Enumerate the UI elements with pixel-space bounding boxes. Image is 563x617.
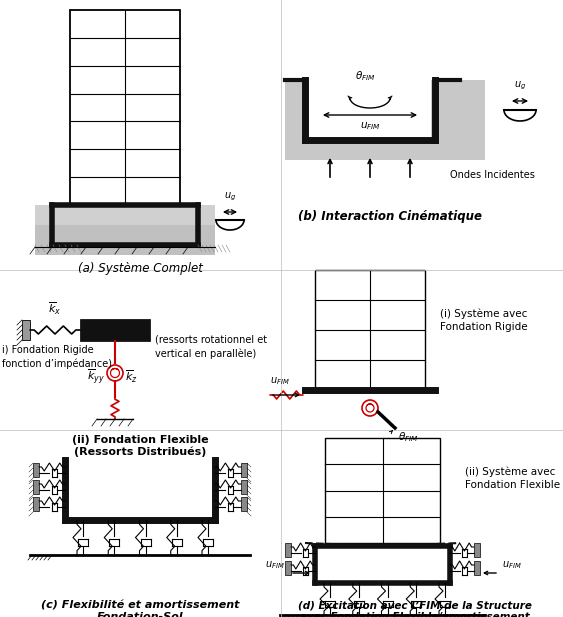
- Bar: [80, 319, 150, 341]
- Text: $\overline{k}_z$: $\overline{k}_z$: [125, 369, 138, 385]
- Text: (ressorts rotationnel et
vertical en parallèle): (ressorts rotationnel et vertical en par…: [155, 335, 267, 359]
- Bar: [285, 80, 485, 160]
- Bar: [285, 543, 291, 557]
- Bar: [33, 497, 39, 511]
- Bar: [474, 543, 480, 557]
- Text: $u_g$: $u_g$: [224, 191, 236, 203]
- Bar: [285, 561, 291, 575]
- Text: (a) Système Complet: (a) Système Complet: [78, 262, 203, 275]
- Text: $u_{FIM}$: $u_{FIM}$: [265, 559, 285, 571]
- Bar: [22, 320, 30, 340]
- Bar: [33, 480, 39, 494]
- Text: (d) Excitation avec L’FIM de la Structure
avec Fondation Flexible/amortissement: (d) Excitation avec L’FIM de la Structur…: [298, 600, 532, 617]
- Text: $u_{FIM}$: $u_{FIM}$: [270, 375, 290, 387]
- Bar: [474, 561, 480, 575]
- Bar: [241, 463, 247, 477]
- Bar: [33, 463, 39, 477]
- Text: (b) Interaction Cinématique: (b) Interaction Cinématique: [298, 210, 482, 223]
- Bar: [35, 225, 215, 255]
- Text: $u_g$: $u_g$: [514, 80, 526, 92]
- Bar: [241, 480, 247, 494]
- Text: i) Fondation Rigide
fonction d’impédance): i) Fondation Rigide fonction d’impédance…: [2, 345, 112, 369]
- Text: (c) Flexibilité et amortissement
Fondation-Sol: (c) Flexibilité et amortissement Fondati…: [41, 600, 239, 617]
- Text: Ondes Incidentes: Ondes Incidentes: [450, 170, 535, 180]
- Text: $\theta_{FIM}$: $\theta_{FIM}$: [355, 69, 376, 83]
- Text: $u_{FIM}$: $u_{FIM}$: [360, 120, 381, 132]
- Text: $\theta_{FIM}$: $\theta_{FIM}$: [398, 430, 419, 444]
- Bar: [35, 205, 215, 255]
- Text: (ii) Fondation Flexible
(Ressorts Distribués): (ii) Fondation Flexible (Ressorts Distri…: [72, 435, 208, 457]
- Text: $u_{FIM}$: $u_{FIM}$: [502, 559, 522, 571]
- Bar: [309, 78, 431, 142]
- Text: $\overline{k}_x$: $\overline{k}_x$: [48, 300, 61, 317]
- Bar: [241, 497, 247, 511]
- Text: $\overline{k}_{yy}$: $\overline{k}_{yy}$: [87, 368, 105, 387]
- Text: (ii) Système avec
Fondation Flexible: (ii) Système avec Fondation Flexible: [465, 466, 560, 490]
- Text: (i) Système avec
Fondation Rigide: (i) Système avec Fondation Rigide: [440, 308, 528, 332]
